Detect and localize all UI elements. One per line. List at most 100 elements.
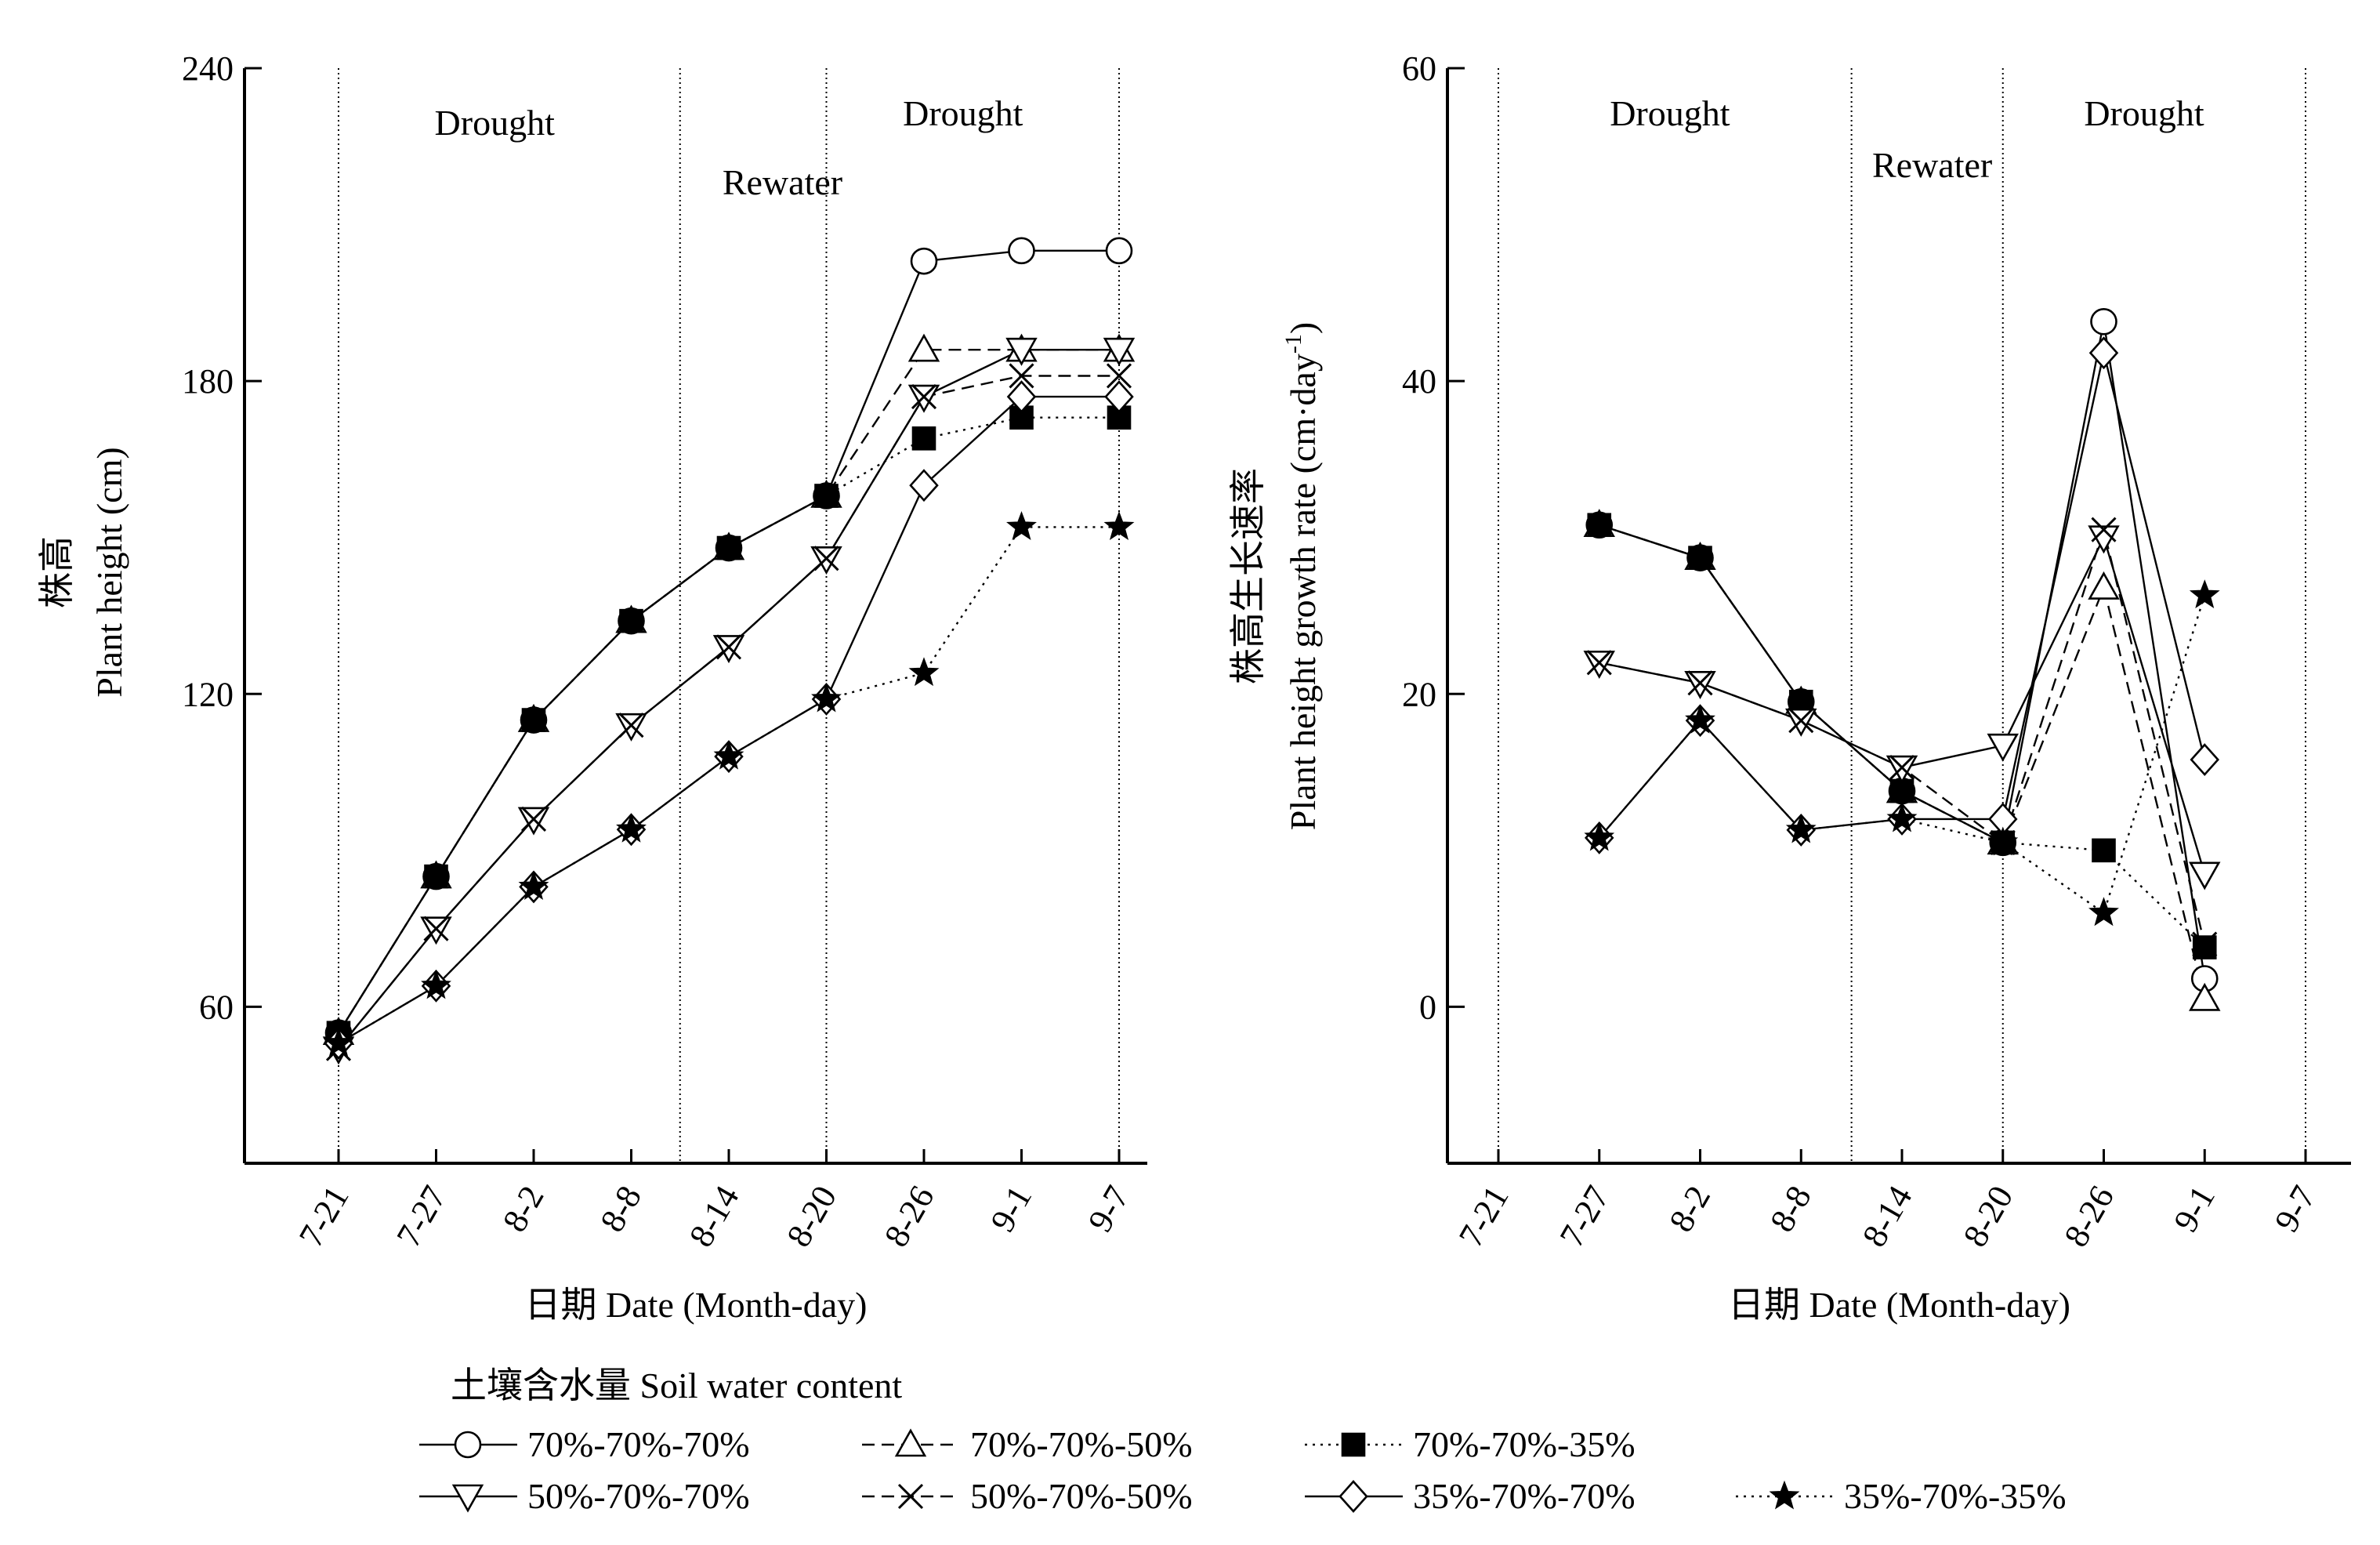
data-point [811,683,842,713]
data-point [323,1027,354,1057]
data-point [814,484,839,508]
data-point [423,916,449,941]
data-point [2088,525,2120,554]
data-point [421,970,451,999]
data-point [2192,931,2218,957]
data-point [715,634,742,660]
data-point [1788,708,1814,734]
data-point [2088,897,2119,927]
x-tick-label: 9-1 [983,1180,1039,1239]
data-point [1005,337,1038,366]
y-axis-label: Plant height (cm) [89,447,129,697]
legend-marker [1341,1432,1366,1457]
phase-label: Drought [1610,93,1730,133]
y-axis-label-main: Plant height growth rate (cm·day [1283,354,1323,830]
x-tick-label: 8-14 [682,1180,747,1253]
legend-item: 70%-70%-70% [419,1424,750,1464]
phase-label: Drought [435,103,556,143]
data-point [1106,363,1132,389]
data-point [907,333,940,362]
x-tick-label: 8-8 [1762,1180,1819,1239]
y-axis-label-end: ) [1283,322,1323,334]
data-point [616,813,647,843]
y-axis-label-cn: 株高生长速率 [1228,468,1268,684]
data-point [1688,546,1712,570]
x-tick-label: 8-26 [877,1180,942,1253]
y-axis-label-cn: 株高 [37,536,77,608]
x-axis-label: 日期 Date (Month-day) [525,1285,868,1325]
x-tick-label: 8-20 [779,1180,844,1253]
data-point [910,247,938,275]
data-point [520,806,547,832]
data-point [2189,982,2221,1011]
data-point [1785,814,1817,843]
x-tick-label: 8-2 [1661,1180,1718,1239]
chart-growth-rate: 0 20 40 60 7-21 7-27 8-2 8-8 8-14 8-20 8-26 9-1 9-7 D… [1228,49,2351,1325]
legend-item: 35%-70%-70% [1305,1476,1636,1516]
y-tick-label: 180 [182,362,234,401]
x-tick-label: 8-20 [1956,1180,2021,1253]
y-tick-label: 120 [182,675,234,713]
data-point [518,870,549,900]
series-line-35%-70%-35% [338,526,1119,1045]
series-line-70%-70%-35% [1599,524,2206,948]
y-tick-label: 240 [182,49,234,88]
data-point [2190,743,2219,777]
legend-item: 70%-70%-35% [1305,1424,1636,1464]
x-tick-label: 7-27 [389,1180,454,1253]
data-point [1889,755,1915,781]
legend-marker [894,1428,927,1457]
data-point [1687,670,1713,696]
x-tick-label: 7-21 [1451,1180,1516,1253]
data-point [1105,237,1133,265]
legend-item: 50%-70%-50% [862,1476,1193,1516]
data-point [1006,510,1037,540]
legend-label: 35%-70%-35% [1844,1476,2067,1516]
x-tick-label: 8-2 [495,1180,552,1239]
data-point [521,708,546,732]
x-tick-label: 7-21 [292,1180,357,1253]
series-line-70%-70%-70% [1599,321,2206,979]
data-point [1104,380,1134,414]
data-point [1006,380,1037,414]
data-point [713,740,744,770]
data-point [1886,803,1918,832]
legend-label: 70%-70%-70% [527,1424,750,1464]
data-point [908,657,940,687]
data-point [2090,308,2117,335]
data-point [618,713,644,738]
data-point [1987,826,2019,856]
legend: 土壤含水量 Soil water content 70%-70%-70% 70%-7… [419,1365,2067,1516]
data-point [1584,821,1615,851]
data-point [1008,237,1035,265]
x-axis-label: 日期 Date (Month-day) [1728,1285,2070,1325]
legend-marker [1339,1480,1368,1513]
data-point [1987,733,2019,762]
data-point [716,535,741,560]
phase-label: Drought [903,93,1023,133]
data-point [1685,704,1715,734]
phase-label: Rewater [723,162,842,202]
y-axis-label: Plant height growth rate (cm·day-1) [1281,322,1323,830]
x-tick-label: 9-7 [1081,1180,1137,1239]
y-tick-label: 0 [1419,988,1436,1026]
series-line-50%-70%-50% [338,375,1119,1050]
phase-label: Drought [2084,93,2204,133]
x-tick-label: 7-27 [1552,1180,1617,1253]
series-line-70%-70%-50% [337,349,1119,1034]
data-point [2091,517,2117,542]
series-line-35%-70%-35% [1598,595,2206,915]
data-point [1587,513,1612,538]
series-line-35%-70%-70% [338,395,1119,1045]
data-point [1103,337,1136,366]
data-point [2092,838,2116,863]
y-tick-label: 20 [1402,675,1436,713]
data-point [2088,336,2119,370]
legend-marker [1769,1480,1800,1510]
legend-item: 35%-70%-35% [1736,1476,2067,1516]
chart-plant-height: 60 120 180 240 7-21 7-27 8-2 8-8 8-14 8-20 8-26 9-1… [37,49,1147,1325]
legend-label: 35%-70%-70% [1413,1476,1636,1516]
legend-item: 50%-70%-70% [419,1476,750,1516]
